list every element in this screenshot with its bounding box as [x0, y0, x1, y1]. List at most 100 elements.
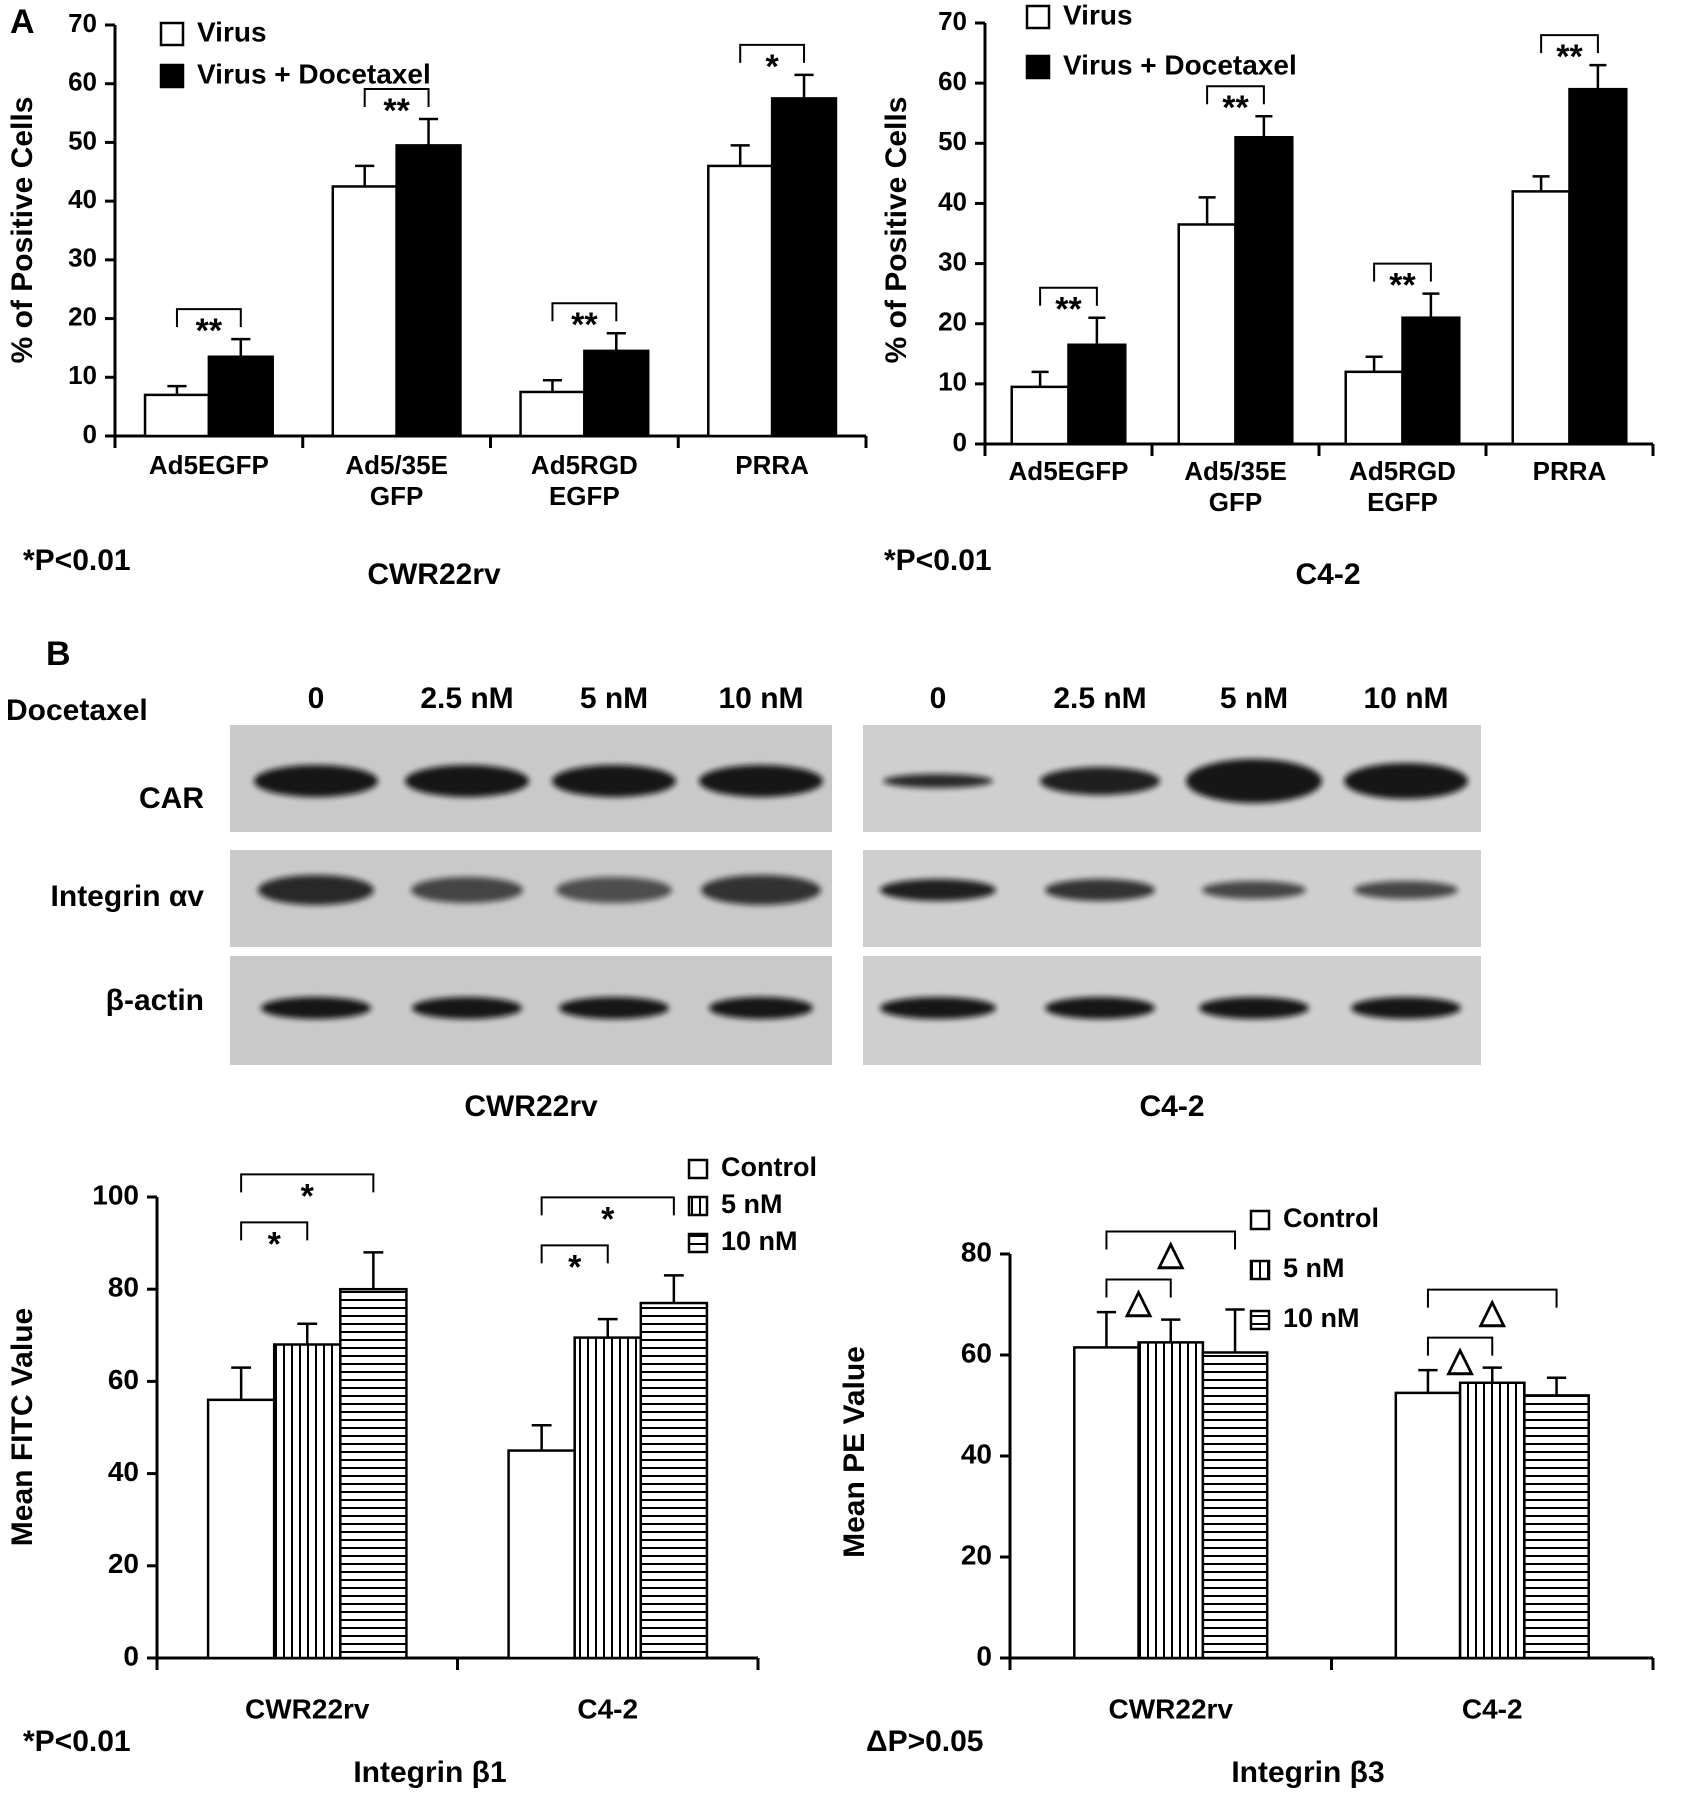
bar: [507, 1449, 576, 1660]
significance-label: *: [301, 1177, 315, 1215]
dose-label: 2.5 nM: [420, 682, 513, 715]
protein-label: β-actin: [106, 984, 204, 1017]
legend-label: 10 nM: [721, 1226, 798, 1256]
legend-swatch: [1025, 54, 1051, 80]
error-bar: [355, 164, 375, 187]
significance-label: △: [1125, 1283, 1153, 1321]
blot-band: [556, 877, 672, 903]
significance-bracket: [1540, 34, 1599, 54]
significance-bracket: [1206, 85, 1265, 105]
x-tick-label: Ad5/35E GFP: [1184, 456, 1287, 517]
significance-label: **: [383, 92, 410, 130]
y-tick-label: 50: [938, 126, 967, 156]
legend-label: Control: [721, 1152, 817, 1182]
bar: [519, 390, 586, 438]
bar: [583, 349, 650, 438]
y-tick-label: 0: [953, 427, 967, 457]
blot-band: [701, 875, 821, 905]
y-tick-label: 20: [961, 1539, 992, 1570]
x-axis-label: Integrin β3: [1231, 1756, 1384, 1789]
legend-swatch: [159, 63, 185, 89]
y-axis-label: Mean PE Value: [838, 1346, 871, 1558]
blot-band: [1351, 997, 1461, 1019]
error-bar: [1418, 1368, 1438, 1393]
y-tick-label: 60: [108, 1364, 139, 1395]
legend-label: 10 nM: [1283, 1303, 1360, 1333]
panel-label: A: [10, 3, 35, 41]
y-axis-label: Mean FITC Value: [6, 1308, 39, 1546]
y-tick-label: 60: [961, 1337, 992, 1368]
bar: [1137, 1341, 1205, 1660]
significance-bracket: [1039, 286, 1098, 306]
y-tick-label: 70: [938, 6, 967, 36]
y-tick-label: 10: [68, 360, 97, 390]
y-tick-label: 0: [123, 1640, 139, 1671]
legend-swatch: [159, 21, 185, 47]
legend-swatch: [1249, 1209, 1271, 1231]
legend-swatch: [1249, 1309, 1271, 1331]
bar: [1458, 1381, 1526, 1660]
legend-swatch: [687, 1232, 709, 1254]
significance-label: **: [1055, 291, 1082, 329]
x-axis-label: CWR22rv: [367, 558, 501, 591]
bar: [206, 1398, 276, 1660]
blot-band: [1354, 881, 1458, 899]
significance-label: **: [1389, 267, 1416, 305]
bar: [395, 144, 462, 438]
error-bar: [231, 1366, 252, 1400]
panel-label: B: [46, 635, 71, 673]
cell-line-label: CWR22rv: [464, 1090, 598, 1123]
x-tick-label: CWR22rv: [1109, 1693, 1234, 1724]
y-tick-label: 10: [938, 367, 967, 397]
bar: [272, 1343, 342, 1660]
error-bar: [1255, 114, 1273, 138]
x-tick-label: PRRA: [1533, 456, 1607, 486]
significance-label: **: [1556, 38, 1583, 76]
bar: [1067, 343, 1127, 446]
bar: [1394, 1391, 1462, 1660]
blot-band: [411, 877, 523, 903]
significance-bracket: [540, 1196, 675, 1216]
significance-bracket: [1105, 1278, 1172, 1298]
y-tick-label: 0: [83, 419, 97, 449]
error-bar: [1198, 196, 1216, 225]
y-tick-label: 0: [976, 1640, 992, 1671]
legend-label: Control: [1283, 1203, 1379, 1233]
error-bar: [663, 1274, 684, 1304]
dose-label: 10 nM: [1363, 682, 1448, 715]
bar: [1010, 385, 1070, 446]
error-bar: [1532, 175, 1550, 192]
y-tick-label: 80: [108, 1272, 139, 1303]
error-bar: [418, 117, 439, 146]
y-tick-label: 20: [108, 1548, 139, 1579]
significance-label: △: [1157, 1235, 1185, 1273]
y-tick-label: 50: [68, 125, 97, 155]
legend-swatch: [687, 1158, 709, 1180]
bar: [207, 355, 274, 438]
legend-label: Virus: [197, 16, 267, 47]
bar: [1401, 316, 1461, 446]
significance-bracket: [551, 302, 618, 322]
blot-band: [880, 879, 996, 901]
significance-bracket: [540, 1244, 609, 1264]
significance-bracket: [1426, 1288, 1558, 1308]
x-tick-label: C4-2: [577, 1693, 638, 1724]
significance-bracket: [175, 308, 242, 328]
legend-swatch: [687, 1195, 709, 1217]
error-bar: [231, 337, 251, 357]
blot-band: [258, 875, 374, 905]
y-tick-label: 40: [108, 1456, 139, 1487]
y-tick-label: 20: [938, 307, 967, 337]
footnote: *P<0.01: [23, 1725, 131, 1758]
y-tick-label: 60: [68, 67, 97, 97]
significance-bracket: [240, 1173, 375, 1193]
error-bar: [363, 1251, 384, 1290]
x-tick-label: Ad5/35E GFP: [345, 450, 448, 511]
blot-band: [552, 765, 676, 797]
footnote: ΔP>0.05: [866, 1725, 983, 1758]
legend-swatch: [1025, 4, 1051, 30]
y-tick-label: 20: [68, 301, 97, 331]
error-bar: [1365, 355, 1383, 372]
y-tick-label: 30: [938, 246, 967, 276]
bar: [1201, 1351, 1269, 1660]
